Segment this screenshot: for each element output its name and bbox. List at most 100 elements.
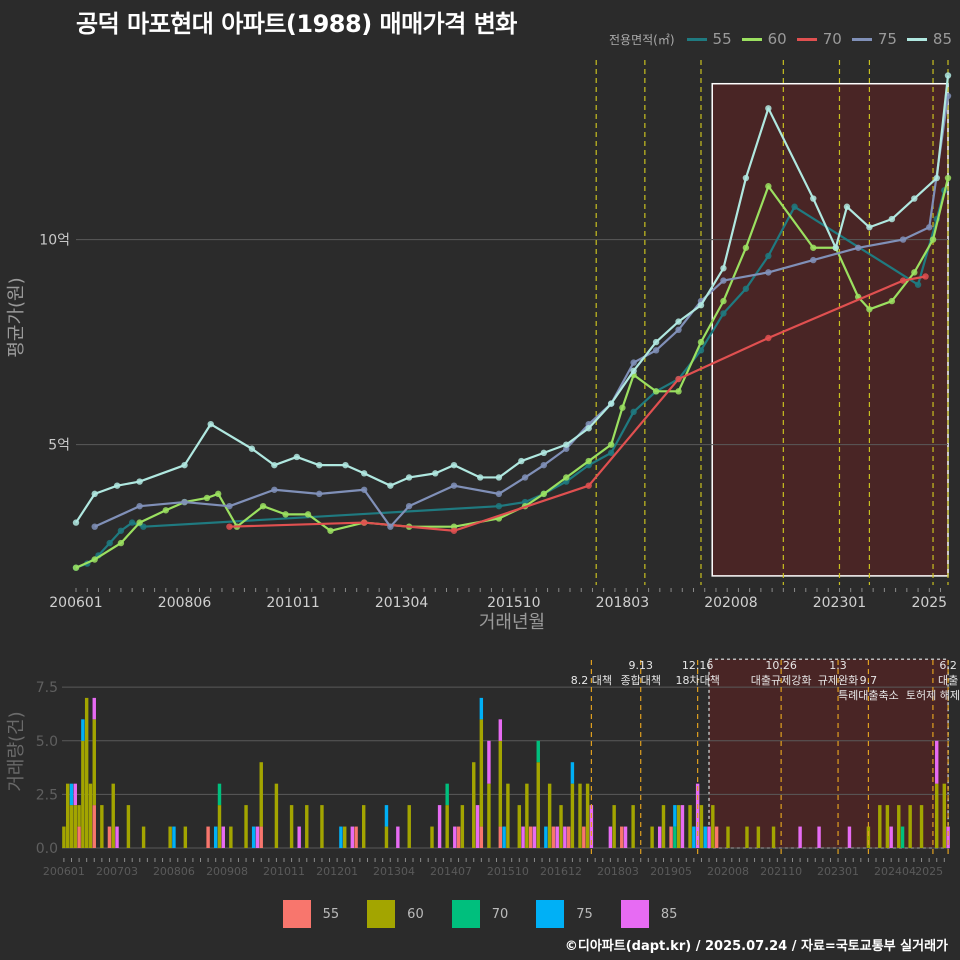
- bar-55: [566, 826, 571, 848]
- bar-70: [900, 826, 905, 848]
- bar-60: [908, 805, 912, 848]
- bar-60: [919, 805, 924, 848]
- bar-75: [692, 826, 696, 848]
- bar-60: [661, 805, 666, 848]
- policy-annotation: 대출: [938, 674, 958, 687]
- data-point-85: [518, 457, 525, 465]
- bar-60: [676, 805, 681, 848]
- bar-60: [141, 826, 146, 848]
- bar-60: [88, 783, 93, 848]
- bar-55: [77, 826, 81, 848]
- bar-60: [631, 805, 635, 848]
- data-point-85: [832, 244, 839, 251]
- policy-annotation: 9.7: [860, 674, 878, 687]
- legend-swatch: [686, 37, 707, 41]
- x-tick-label: 202008: [704, 595, 757, 611]
- data-point-85: [405, 474, 413, 481]
- bar-60: [650, 826, 654, 848]
- data-point-60: [742, 244, 750, 251]
- data-point-85: [387, 482, 394, 489]
- bar-60: [62, 826, 66, 848]
- bar-75: [69, 783, 74, 806]
- bar-60: [771, 826, 776, 848]
- bar-60: [244, 805, 248, 848]
- bar-60: [935, 783, 939, 848]
- bar-60: [578, 783, 582, 848]
- data-point-60: [866, 306, 873, 313]
- policy-annotation: 종합대책: [620, 674, 660, 687]
- bar-60: [84, 697, 89, 848]
- data-point-85: [248, 445, 256, 452]
- data-point-85: [271, 461, 278, 469]
- policy-annotation: 특례대출축소: [838, 689, 899, 702]
- bar-60: [559, 805, 563, 848]
- bar-60: [384, 826, 389, 848]
- data-point-75: [765, 269, 772, 276]
- bar-60: [305, 805, 309, 848]
- bar-60: [217, 805, 222, 848]
- x-tick-label: 200703: [96, 865, 138, 878]
- legend-title: 전용면적(㎡): [609, 32, 675, 47]
- bar-75: [213, 826, 218, 848]
- data-point-70: [585, 482, 592, 489]
- data-point-85: [495, 474, 503, 481]
- x-tick-label: 201304: [375, 595, 429, 611]
- data-point-55: [697, 347, 705, 354]
- data-point-55: [914, 281, 922, 288]
- bar-75: [251, 826, 256, 848]
- data-point-55: [765, 252, 772, 260]
- x-tick-label: 201011: [266, 595, 319, 611]
- data-point-70: [360, 519, 368, 526]
- bar-60: [711, 805, 715, 848]
- bar-85: [563, 826, 567, 848]
- data-point-60: [72, 564, 80, 571]
- data-point-70: [226, 523, 233, 530]
- x-tick-label: 201201: [316, 865, 358, 878]
- x-tick-label: 201510: [487, 865, 529, 878]
- data-point-55: [495, 502, 503, 510]
- bar-70: [217, 783, 222, 806]
- bar-85: [680, 805, 685, 848]
- bar-75: [502, 826, 506, 848]
- bar-60: [547, 783, 552, 848]
- data-point-60: [720, 297, 727, 305]
- x-tick-label: 201510: [487, 595, 540, 611]
- x-tick-label: 201612: [540, 865, 582, 878]
- bar-85: [255, 826, 260, 848]
- legend-item-60: 60: [741, 30, 787, 48]
- data-point-85: [113, 482, 121, 489]
- legend-label: 85: [932, 30, 952, 48]
- data-point-60: [136, 519, 143, 526]
- data-point-85: [585, 425, 592, 432]
- bar-60: [69, 805, 74, 848]
- data-point-60: [697, 338, 705, 346]
- data-point-75: [540, 461, 548, 469]
- bar-85: [221, 826, 225, 848]
- series-line-70: [229, 275, 926, 532]
- data-point-60: [259, 502, 267, 510]
- data-point-85: [342, 461, 349, 469]
- bar-60: [688, 805, 692, 848]
- x-tick-label: 201803: [597, 865, 639, 878]
- data-point-60: [765, 183, 772, 190]
- data-point-85: [607, 400, 615, 407]
- x-tick-label: 200601: [43, 865, 85, 878]
- data-point-75: [675, 326, 682, 334]
- x-tick-label: 201304: [373, 865, 415, 878]
- y-axis-title: 평균가(원): [6, 277, 27, 357]
- data-point-75: [91, 523, 98, 530]
- bar-60: [126, 805, 131, 848]
- bar-85: [817, 826, 821, 848]
- bar-55: [92, 805, 96, 848]
- bar-legend-swatch: [451, 900, 480, 928]
- legend-swatch: [741, 37, 762, 41]
- x-tick-label: 200806: [158, 595, 212, 611]
- bar-legend-item-85: 85: [620, 900, 677, 928]
- data-point-60: [675, 388, 682, 395]
- bar-70: [673, 826, 677, 848]
- data-point-60: [327, 527, 334, 534]
- data-point-75: [387, 523, 394, 530]
- bar-70: [536, 740, 540, 763]
- data-point-85: [866, 224, 873, 231]
- bar-60: [897, 805, 901, 848]
